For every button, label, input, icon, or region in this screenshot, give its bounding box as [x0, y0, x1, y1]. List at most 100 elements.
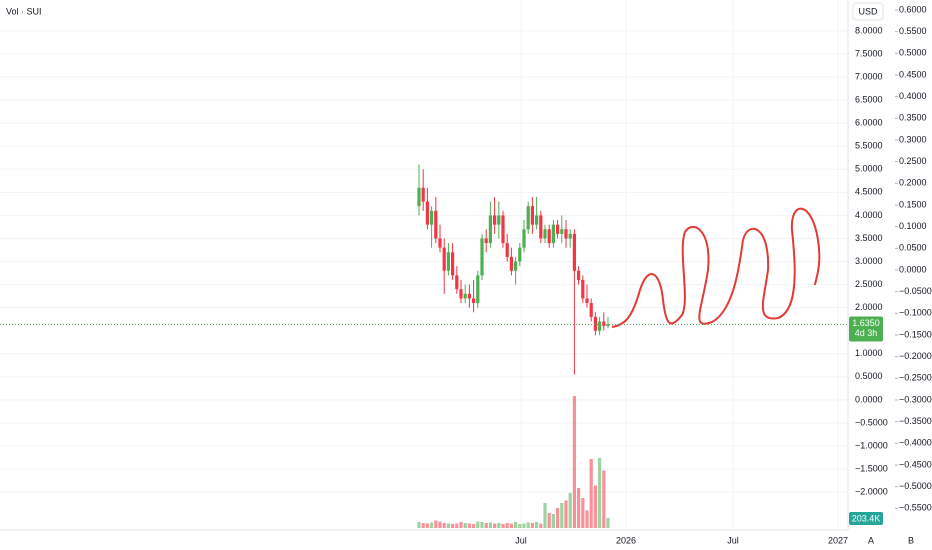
candle-body: [509, 256, 513, 271]
y2-tick-label: −0.5000: [899, 481, 932, 491]
auto-scale[interactable]: A: [868, 535, 874, 545]
y-tick-label: 7.0000: [855, 71, 883, 81]
y2-tick-label: 0.2000: [899, 178, 927, 188]
candle-body: [530, 206, 534, 225]
y-tick-label: 2.0000: [855, 302, 883, 312]
y-tick-label: 6.5000: [855, 94, 883, 104]
candle-body: [577, 270, 581, 280]
y-tick-label: 3.5000: [855, 233, 883, 243]
candle-body: [434, 210, 438, 239]
x-tick-label: 2027: [828, 535, 848, 545]
y2-tick-label: 0.0500: [899, 243, 927, 253]
volume-bar: [505, 523, 509, 528]
axis-option[interactable]: B: [908, 535, 914, 545]
volume-bar: [602, 470, 606, 528]
volume-bar: [572, 396, 576, 528]
x-tick-label: Jul: [515, 535, 527, 545]
x-tick-label: Jul: [727, 535, 739, 545]
candle-body: [442, 247, 446, 271]
y-tick-label: 0.0000: [855, 394, 883, 404]
volume-bar: [446, 523, 450, 528]
x-tick-label: 2026: [616, 535, 636, 545]
volume-bar: [568, 493, 572, 528]
y-tick-label: 8.0000: [855, 25, 883, 35]
y-tick-label: 5.5000: [855, 141, 883, 151]
volume-bar: [497, 523, 501, 528]
volume-bar: [535, 522, 539, 528]
volume-bar: [598, 458, 602, 528]
currency[interactable]: USD: [858, 6, 878, 16]
y2-tick-label: −0.4500: [899, 459, 932, 469]
volume-bar: [530, 523, 534, 528]
y2-tick-label: 0.0000: [899, 264, 927, 274]
candle-body: [430, 210, 434, 225]
volume-bar: [421, 523, 425, 528]
y-tick-label: 1.0000: [855, 348, 883, 358]
candle-body: [472, 298, 476, 304]
volume-bar: [514, 522, 518, 528]
candle-body: [463, 293, 467, 299]
y-tick-label: 6.0000: [855, 118, 883, 128]
volume-bar: [577, 488, 581, 528]
candle-body: [539, 215, 543, 239]
volume-bar: [522, 523, 526, 528]
y2-tick-label: 0.2500: [899, 156, 927, 166]
candle-body: [488, 215, 492, 244]
volume-bar: [430, 522, 434, 528]
volume-bar: [564, 500, 568, 528]
candle-body: [501, 215, 505, 244]
candle-body: [606, 324, 610, 327]
volume-bar: [539, 523, 543, 528]
y-tick-label: 2.5000: [855, 279, 883, 289]
candle-body: [417, 187, 421, 207]
hand-drawing: [611, 207, 821, 328]
y2-tick-label: −0.1000: [899, 308, 932, 318]
candle-body: [497, 215, 501, 225]
y2-tick-label: 0.4500: [899, 69, 927, 79]
volume-bar: [589, 459, 593, 528]
y-tick-label: −2.0000: [855, 487, 888, 497]
candle-body: [493, 215, 497, 225]
y-tick-label: 4.0000: [855, 210, 883, 220]
volume-bar: [476, 521, 480, 528]
y2-tick-label: 0.5000: [899, 48, 927, 58]
candle-body: [543, 229, 547, 239]
candle-body: [602, 321, 606, 327]
candle-body: [514, 261, 518, 271]
candle-body: [560, 229, 564, 234]
y-tick-label: −1.0000: [855, 440, 888, 450]
candle-body: [568, 233, 572, 239]
countdown: 4d 3h: [855, 328, 878, 338]
y2-tick-label: 0.3000: [899, 134, 927, 144]
volume-bar: [551, 514, 555, 528]
y2-tick-label: −0.5500: [899, 503, 932, 513]
candle-body: [547, 229, 551, 244]
candle-body: [446, 252, 450, 271]
candle-body: [551, 224, 555, 244]
y2-tick-label: −0.1500: [899, 329, 932, 339]
volume-bar: [480, 522, 484, 528]
volume-bar: [463, 523, 467, 528]
volume-label: 203.4K: [852, 513, 881, 523]
y2-tick-label: −0.4000: [899, 438, 932, 448]
plot: [417, 164, 610, 528]
y2-tick-label: −0.3000: [899, 394, 932, 404]
last-price-tag: [849, 316, 883, 342]
candle-body: [476, 275, 480, 304]
currency-button[interactable]: [852, 2, 884, 21]
volume-bar: [425, 523, 429, 528]
volume-bar: [509, 523, 513, 528]
volume-bar: [451, 524, 455, 528]
volume-bar: [417, 522, 421, 528]
candle-body: [526, 206, 530, 230]
candle-body: [480, 238, 484, 276]
volume-bar: [560, 503, 564, 528]
volume-bar: [556, 508, 560, 528]
volume-bar: [501, 524, 505, 528]
y-tick-label: 7.5000: [855, 48, 883, 58]
volume-tag: [849, 512, 883, 525]
candle-body: [581, 279, 585, 299]
volume-bar: [434, 520, 438, 528]
y-tick-label: 5.0000: [855, 164, 883, 174]
candle-body: [425, 201, 429, 225]
